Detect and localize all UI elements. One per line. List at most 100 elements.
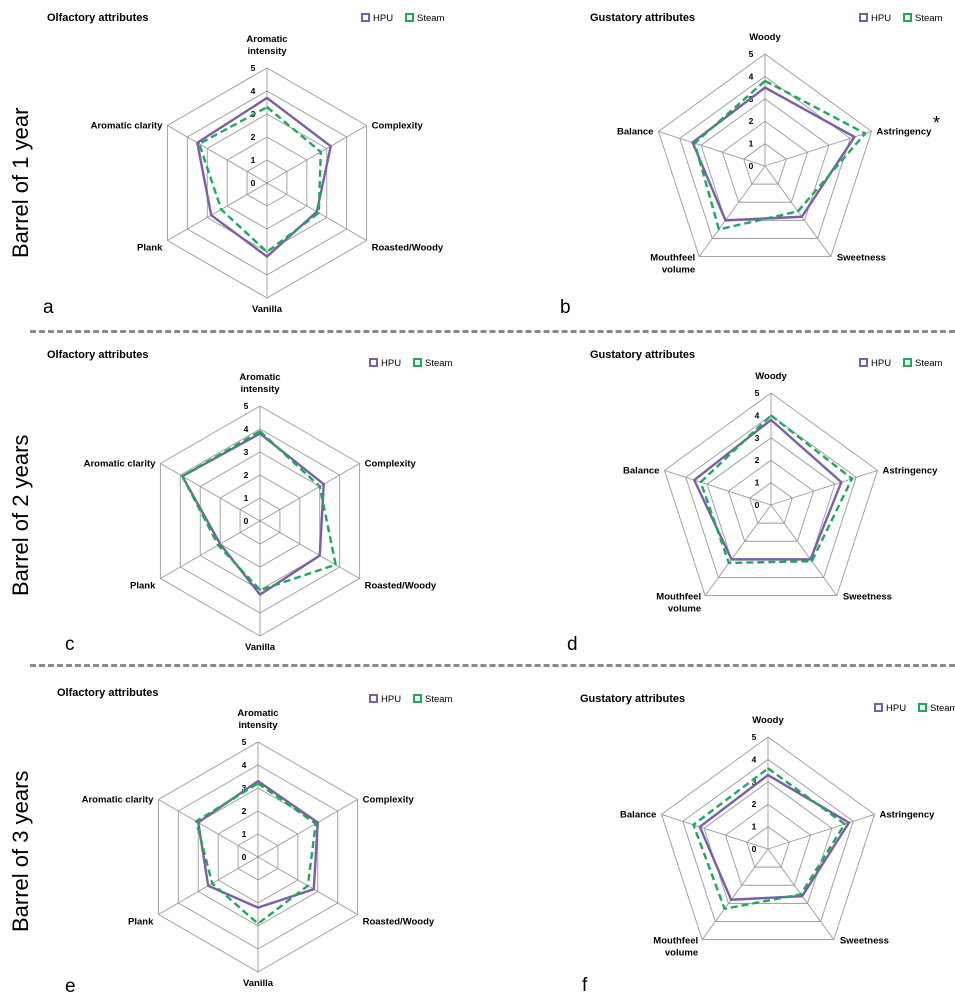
point-steam (851, 477, 853, 480)
tick-label: 5 (251, 63, 256, 73)
grid-spoke (257, 799, 358, 858)
legend-swatch-hpu (874, 703, 883, 712)
axis-label-aromatic-intensity: Aromatic intensity (246, 34, 287, 57)
point-hpu (853, 136, 856, 138)
grid-spoke (160, 520, 261, 579)
tick-label: 0 (242, 852, 247, 862)
tick-label: 3 (755, 433, 760, 443)
axis-label-roasted-woody: Roasted/Woody (363, 917, 435, 928)
grid-spoke (770, 469, 878, 506)
series-steam (699, 414, 854, 565)
grid-ring (657, 53, 873, 258)
tick-label: 1 (752, 822, 757, 832)
series-hpu (698, 773, 851, 901)
chart-title: Gustatory attributes (590, 12, 695, 24)
axis-label-astringency: Astringency (880, 809, 936, 820)
tick-label: 0 (749, 161, 754, 171)
point-hpu (693, 479, 696, 481)
point-steam (797, 210, 799, 213)
point-hpu (210, 214, 213, 217)
point-hpu (800, 215, 803, 218)
point-hpu (840, 481, 843, 484)
grid-ring (703, 781, 833, 904)
point-steam (259, 589, 261, 591)
tick-label: 2 (755, 455, 760, 465)
axis-label-aromatic-intensity: Aromatic intensity (239, 372, 280, 395)
grid-spoke (770, 504, 838, 596)
point-hpu (197, 821, 200, 824)
axis-label-complexity: Complexity (372, 121, 424, 132)
grid-ring (749, 482, 793, 524)
tick-label: 0 (755, 500, 760, 510)
radar-chart-e: 0 1 2 3 4 5 Aromatic intensity Complexity Roasted… (57, 687, 453, 997)
grid-spoke (160, 463, 261, 522)
tick-label: 4 (251, 86, 256, 96)
tick-label: 5 (244, 401, 249, 411)
legend-swatch-hpu (859, 358, 868, 367)
grid-ring (724, 803, 812, 886)
tick-label: 2 (244, 470, 249, 480)
tick-label: 3 (752, 777, 757, 787)
grid-ring (743, 143, 787, 185)
tick-label: 1 (755, 478, 760, 488)
point-hpu (257, 906, 259, 909)
legend-swatch-steam (413, 358, 422, 367)
legend-label-hpu: HPU (381, 694, 401, 705)
grid-spoke (701, 848, 769, 940)
tick-label: 5 (755, 388, 760, 398)
axis-label-complexity: Complexity (365, 459, 417, 470)
radar-chart-d: 0 1 2 3 4 5 Woody Astringency Sweetness Mouthfeel… (567, 349, 943, 655)
legend-swatch-steam (405, 13, 414, 22)
axis-label-mouthfeel-volume: Mouthfeel volume (653, 936, 698, 959)
point-steam (334, 563, 337, 566)
panel-label: c (65, 634, 75, 655)
point-hpu (730, 558, 733, 561)
axis-label-aromatic-clarity: Aromatic clarity (82, 795, 155, 806)
axis-label-woody: Woody (755, 371, 787, 382)
panel-label: d (567, 634, 578, 655)
point-steam (217, 544, 220, 547)
row-label-barrel-2-years: Barrel of 2 years (8, 434, 33, 596)
axis-label-mouthfeel-volume: Mouthfeel volume (656, 592, 701, 615)
legend-label-steam: Steam (425, 358, 453, 369)
point-steam (314, 822, 317, 825)
point-steam (843, 823, 846, 825)
axis-label-complexity: Complexity (363, 795, 415, 806)
point-hpu (724, 219, 727, 222)
tick-label: 4 (244, 424, 249, 434)
point-hpu (219, 543, 222, 545)
point-steam (211, 882, 214, 885)
point-hpu (315, 210, 318, 213)
tick-label: 0 (244, 516, 249, 526)
legend-label-hpu: HPU (373, 13, 393, 24)
axis-label-aromatic-clarity: Aromatic clarity (84, 459, 157, 470)
row-label-barrel-3-years: Barrel of 3 years (8, 770, 33, 932)
legend-swatch-steam (903, 13, 912, 22)
point-steam (259, 430, 261, 433)
point-steam (257, 922, 259, 925)
grid-ring (660, 736, 876, 941)
legend-swatch-hpu (369, 358, 378, 367)
axis-label-vanilla: Vanilla (252, 304, 283, 315)
axis-label-sweetness: Sweetness (837, 253, 886, 264)
axis-label-vanilla: Vanilla (245, 642, 276, 653)
point-hpu (196, 141, 199, 144)
point-hpu (691, 141, 694, 144)
point-hpu (257, 780, 259, 782)
legend-label-hpu: HPU (381, 358, 401, 369)
axis-label-plank: Plank (128, 917, 154, 928)
grid-spoke (661, 813, 769, 850)
point-hpu (767, 774, 769, 776)
axis-label-roasted-woody: Roasted/Woody (365, 581, 437, 592)
tick-label: 2 (242, 806, 247, 816)
axis-label-aromatic-clarity: Aromatic clarity (91, 121, 164, 132)
series-steam (693, 79, 867, 231)
tick-label: 5 (242, 737, 247, 747)
axis-label-sweetness: Sweetness (840, 936, 889, 947)
point-steam (306, 884, 309, 887)
chart-title: Olfactory attributes (47, 12, 148, 24)
series-hpu (196, 96, 332, 258)
axis-label-astringency: Astringency (877, 126, 933, 137)
point-steam (767, 767, 769, 770)
panel-label: b (560, 297, 571, 318)
